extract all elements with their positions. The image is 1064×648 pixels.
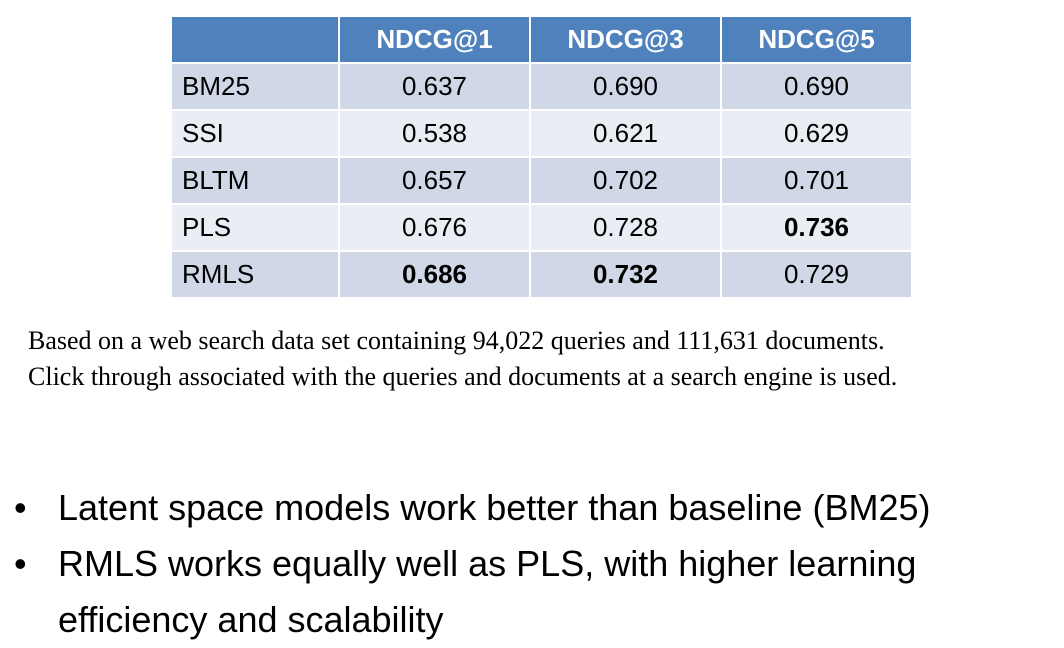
best-value-cell: 0.686 <box>338 250 531 299</box>
bullet-text: RMLS works equally well as PLS, with hig… <box>58 543 917 640</box>
header-cell-ndcg5: NDCG@5 <box>720 15 913 64</box>
value-cell: 0.729 <box>720 250 913 299</box>
value-cell: 0.637 <box>338 62 531 111</box>
table-row: BM25 0.637 0.690 0.690 <box>170 62 913 111</box>
bullet-item: • RMLS works equally well as PLS, with h… <box>0 536 1064 648</box>
table-row: SSI 0.538 0.621 0.629 <box>170 109 913 158</box>
table-caption: Based on a web search data set containin… <box>28 323 1058 395</box>
bullet-text: Latent space models work better than bas… <box>58 487 931 528</box>
table-row: BLTM 0.657 0.702 0.701 <box>170 156 913 205</box>
table-row: RMLS 0.686 0.732 0.729 <box>170 250 913 299</box>
value-cell: 0.629 <box>720 109 913 158</box>
value-cell: 0.676 <box>338 203 531 252</box>
value-cell: 0.728 <box>529 203 722 252</box>
bullet-list: • Latent space models work better than b… <box>0 480 1064 648</box>
model-name-cell: BLTM <box>170 156 340 205</box>
value-cell: 0.690 <box>720 62 913 111</box>
value-cell: 0.690 <box>529 62 722 111</box>
best-value-cell: 0.736 <box>720 203 913 252</box>
value-cell: 0.701 <box>720 156 913 205</box>
best-value-cell: 0.732 <box>529 250 722 299</box>
value-cell: 0.621 <box>529 109 722 158</box>
header-cell-ndcg3: NDCG@3 <box>529 15 722 64</box>
model-name-cell: BM25 <box>170 62 340 111</box>
bullet-marker: • <box>14 543 27 584</box>
caption-line-2: Click through associated with the querie… <box>28 362 898 391</box>
model-name-cell: PLS <box>170 203 340 252</box>
table-row: PLS 0.676 0.728 0.736 <box>170 203 913 252</box>
value-cell: 0.538 <box>338 109 531 158</box>
results-table: NDCG@1 NDCG@3 NDCG@5 BM25 0.637 0.690 0.… <box>170 15 913 299</box>
bullet-item: • Latent space models work better than b… <box>0 480 1064 536</box>
caption-line-1: Based on a web search data set containin… <box>28 326 885 355</box>
header-cell-blank <box>170 15 340 64</box>
model-name-cell: RMLS <box>170 250 340 299</box>
bullet-marker: • <box>14 487 27 528</box>
header-cell-ndcg1: NDCG@1 <box>338 15 531 64</box>
table-header-row: NDCG@1 NDCG@3 NDCG@5 <box>170 15 913 64</box>
value-cell: 0.702 <box>529 156 722 205</box>
model-name-cell: SSI <box>170 109 340 158</box>
value-cell: 0.657 <box>338 156 531 205</box>
